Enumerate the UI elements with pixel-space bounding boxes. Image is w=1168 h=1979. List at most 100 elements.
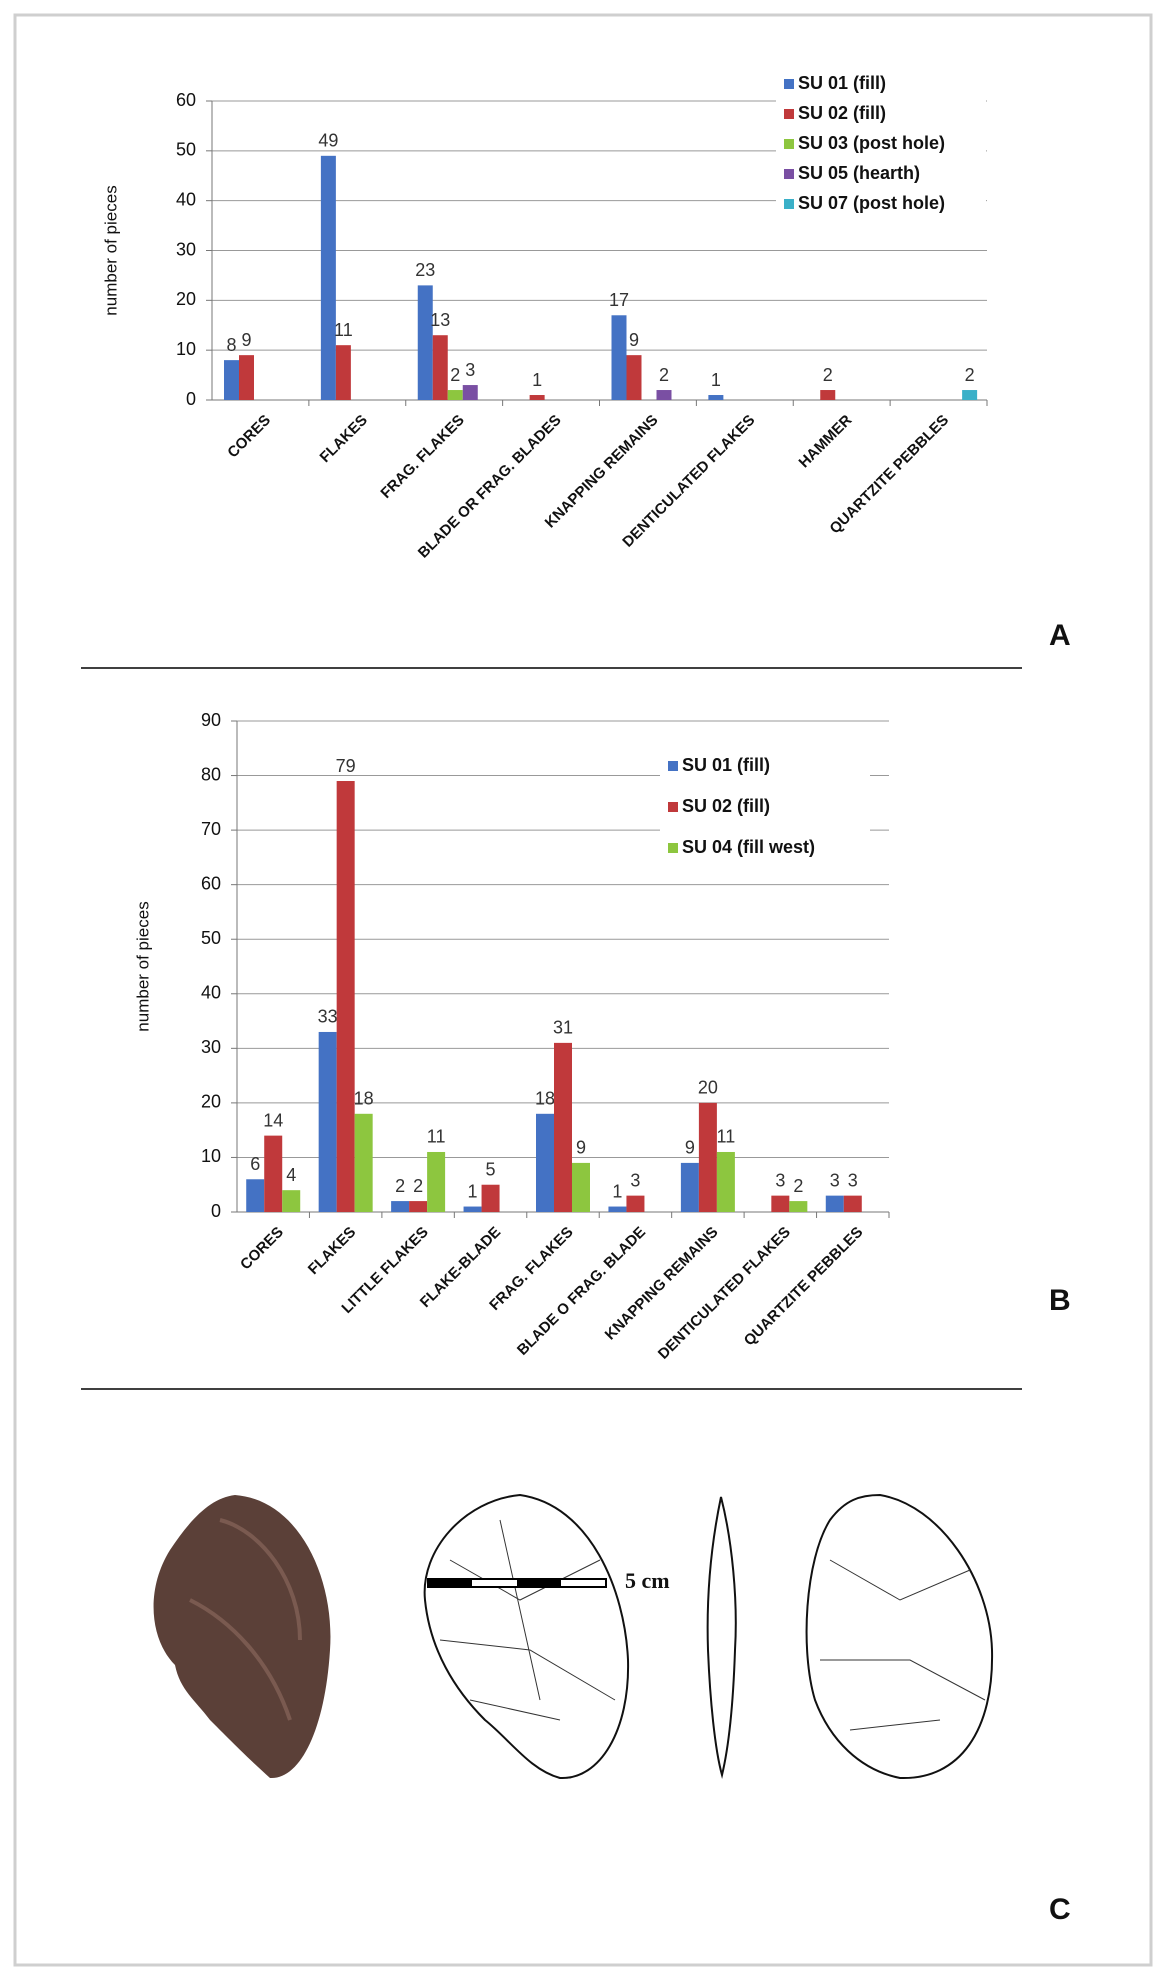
legend-swatch [784,169,794,179]
bar [554,1042,572,1212]
bar [336,781,355,1212]
bar [481,1184,500,1212]
value-label: 9 [685,1138,695,1158]
bar [825,1195,844,1212]
y-tick-label: 10 [176,339,196,359]
value-label: 20 [698,1078,718,1098]
y-tick-label: 0 [211,1201,221,1221]
value-label: 9 [241,330,251,350]
bar [239,355,254,400]
y-tick-label: 10 [201,1146,221,1166]
artifact-panel: 5 cm C [153,1493,1071,1926]
legend-bg [776,70,986,226]
bar [427,1151,446,1212]
y-tick-label: 80 [201,764,221,784]
value-label: 3 [630,1170,640,1190]
value-label: 1 [468,1181,478,1201]
bar [224,360,239,400]
value-label: 31 [553,1018,573,1038]
bar [463,1206,482,1212]
value-label: 2 [413,1176,423,1196]
y-tick-label: 30 [201,1037,221,1057]
value-label: 6 [250,1154,260,1174]
legend-swatch [784,79,794,89]
bar [611,315,627,400]
bar [536,1113,554,1212]
panel-letter: C [1049,1893,1071,1926]
value-label: 1 [711,370,721,390]
bar [626,355,642,400]
y-tick-label: 60 [176,90,196,110]
bar [716,1151,735,1212]
value-label: 2 [965,365,975,385]
artifact-texture [189,1518,302,1721]
value-label: 2 [823,365,833,385]
y-tick-label: 50 [176,140,196,160]
legend-swatch [668,802,678,812]
y-tick-label: 90 [201,710,221,730]
bar [843,1195,862,1212]
value-label: 11 [427,1127,446,1147]
value-label: 13 [430,310,450,330]
value-label: 23 [415,260,435,280]
value-label: 11 [717,1127,736,1147]
y-axis-label: number of pieces [101,185,120,315]
panel-letter: B [1049,1284,1071,1317]
value-label: 2 [395,1176,405,1196]
bar [447,390,463,400]
value-label: 18 [535,1089,555,1109]
bar [572,1162,590,1212]
bar [335,345,351,400]
value-label: 79 [336,756,356,776]
legend-bg [660,752,870,881]
legend-label: SU 03 (post hole) [798,133,945,153]
value-label: 49 [318,131,338,151]
legend-label: SU 07 (post hole) [798,193,945,213]
bar [409,1201,428,1212]
y-axis-label: number of pieces [133,901,152,1031]
bar [962,390,978,400]
bar [698,1102,717,1212]
bar [789,1201,808,1212]
value-label: 2 [659,365,669,385]
value-label: 4 [286,1165,296,1185]
value-label: 3 [775,1170,785,1190]
bar [432,335,448,400]
scale-label: 5 cm [625,1568,670,1593]
bar [417,285,433,400]
artifact-drawing [805,1493,994,1780]
legend-label: SU 02 (fill) [682,796,770,816]
value-label: 2 [450,365,460,385]
value-label: 1 [612,1181,622,1201]
value-label: 18 [354,1089,374,1109]
legend-swatch [784,109,794,119]
y-tick-label: 20 [176,289,196,309]
value-label: 2 [793,1176,803,1196]
bar [680,1162,699,1212]
legend-swatch [668,761,678,771]
value-label: 14 [263,1110,283,1130]
flake-scars [820,1559,986,1731]
bar [354,1113,373,1212]
legend-label: SU 05 (hearth) [798,163,920,183]
bar [529,395,545,400]
legend-label: SU 01 (fill) [682,755,770,775]
y-tick-label: 60 [201,873,221,893]
bar [246,1179,265,1212]
legend-label: SU 04 (fill west) [682,837,815,857]
artifact-profile [706,1496,737,1779]
y-tick-label: 40 [201,983,221,1003]
value-label: 9 [576,1138,586,1158]
y-tick-label: 0 [186,389,196,409]
legend-label: SU 01 (fill) [798,73,886,93]
bar [318,1031,337,1212]
bar [656,390,672,400]
bar [320,155,336,400]
value-label: 11 [334,320,353,340]
bar [264,1135,283,1212]
legend-label: SU 02 (fill) [798,103,886,123]
bar [391,1201,410,1212]
value-label: 8 [226,335,236,355]
scale-bar-segment [517,1579,561,1587]
